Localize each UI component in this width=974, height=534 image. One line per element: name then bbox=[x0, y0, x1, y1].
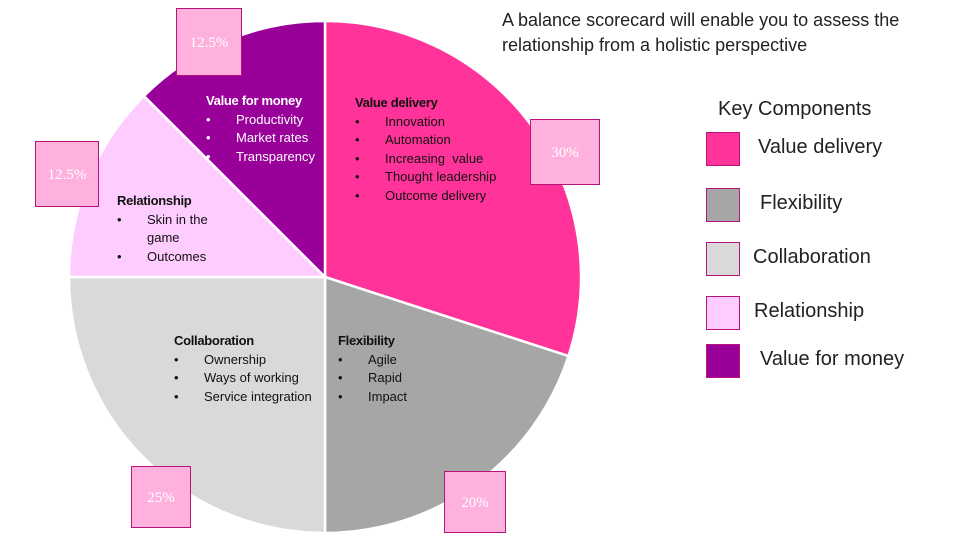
slice-bullet: Service integration bbox=[174, 388, 324, 407]
legend-label: Relationship bbox=[754, 300, 865, 322]
pct-label-value-for-money: 12.5% bbox=[176, 8, 242, 76]
legend-swatch bbox=[706, 242, 740, 276]
legend-swatch bbox=[706, 132, 740, 166]
slice-bullet: Outcomes bbox=[117, 248, 227, 267]
legend-item-value-for-money: Value for money bbox=[706, 344, 966, 380]
legend-label: Flexibility bbox=[760, 192, 843, 214]
legend-item-relationship: Relationship bbox=[706, 296, 966, 332]
slice-bullet: Ways of working bbox=[174, 369, 324, 388]
slice-label-collaboration: Collaboration Ownership Ways of working … bbox=[174, 332, 324, 406]
legend-title: Key Components bbox=[718, 98, 872, 120]
slice-bullet: Transparency bbox=[206, 148, 324, 167]
slice-bullet: Rapid bbox=[338, 369, 458, 388]
legend-label: Value for money bbox=[760, 348, 905, 370]
slice-title: Value delivery bbox=[355, 95, 438, 110]
legend-swatch bbox=[706, 344, 740, 378]
slice-bullet: Increasing value bbox=[355, 150, 525, 169]
slice-bullet: Outcome delivery bbox=[355, 187, 525, 206]
headline-text: A balance scorecard will enable you to a… bbox=[502, 10, 900, 55]
pct-label-relationship: 12.5% bbox=[35, 141, 99, 207]
legend-item-flexibility: Flexibility bbox=[706, 188, 966, 224]
slice-title: Relationship bbox=[117, 193, 192, 208]
slice-label-value-for-money: Value for money Productivity Market rate… bbox=[206, 92, 324, 166]
legend-label: Value delivery bbox=[758, 136, 883, 158]
legend-item-collaboration: Collaboration bbox=[706, 242, 966, 278]
slice-title: Flexibility bbox=[338, 333, 395, 348]
slice-bullet: Innovation bbox=[355, 113, 525, 132]
legend-swatch bbox=[706, 188, 740, 222]
slice-label-relationship: Relationship Skin in the game Outcomes bbox=[117, 192, 227, 266]
pct-label-flexibility: 20% bbox=[444, 471, 506, 533]
slice-bullet: Agile bbox=[338, 351, 458, 370]
legend-swatch bbox=[706, 296, 740, 330]
slice-bullet: Market rates bbox=[206, 129, 324, 148]
slice-bullet: Productivity bbox=[206, 111, 324, 130]
pct-label-value-delivery: 30% bbox=[530, 119, 600, 185]
slice-bullet: Thought leadership bbox=[355, 168, 525, 187]
slice-title: Collaboration bbox=[174, 333, 254, 348]
slice-bullet: Ownership bbox=[174, 351, 324, 370]
slice-label-value-delivery: Value delivery Innovation Automation Inc… bbox=[355, 94, 525, 205]
slice-label-flexibility: Flexibility Agile Rapid Impact bbox=[338, 332, 458, 406]
pct-label-collaboration: 25% bbox=[131, 466, 191, 528]
legend-item-value-delivery: Value delivery bbox=[706, 132, 966, 168]
slice-bullet: Automation bbox=[355, 131, 525, 150]
slice-bullet: Impact bbox=[338, 388, 458, 407]
slice-title: Value for money bbox=[206, 93, 302, 108]
slice-bullet: Skin in the game bbox=[117, 211, 227, 248]
legend-label: Collaboration bbox=[753, 246, 871, 268]
